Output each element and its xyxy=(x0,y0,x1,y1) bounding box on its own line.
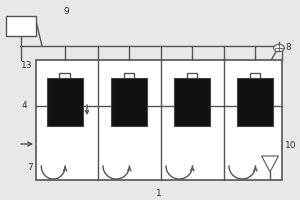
Text: 13: 13 xyxy=(21,62,33,71)
Text: 1: 1 xyxy=(156,190,162,198)
Text: 4: 4 xyxy=(21,102,27,110)
Bar xyxy=(6,16,36,36)
Bar xyxy=(46,78,82,126)
Text: 10: 10 xyxy=(285,142,297,150)
Bar xyxy=(36,60,282,180)
Bar xyxy=(174,78,210,126)
Bar xyxy=(237,78,273,126)
Polygon shape xyxy=(262,156,278,172)
Text: 9: 9 xyxy=(63,7,69,17)
Text: 7: 7 xyxy=(27,164,33,172)
Circle shape xyxy=(274,44,284,52)
Bar xyxy=(111,78,147,126)
Text: 8: 8 xyxy=(285,44,291,52)
